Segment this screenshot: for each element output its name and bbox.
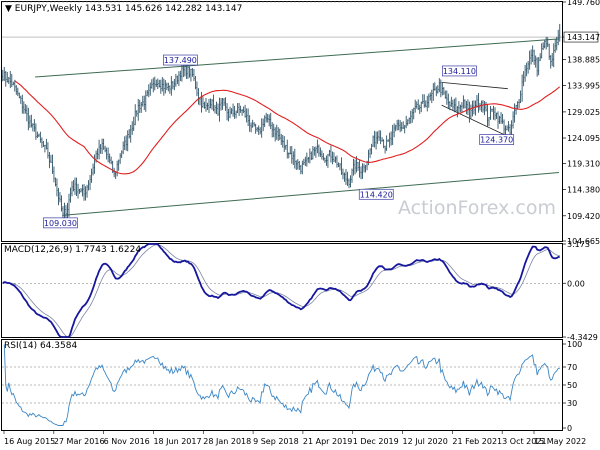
level-label: 134.110: [443, 67, 476, 76]
x-tick-label: 6 Nov 2016: [104, 437, 150, 446]
triangle-upper-line: [441, 81, 508, 90]
rsi-line: [3, 344, 560, 426]
macd-y-tick-label: 3.173: [567, 240, 590, 249]
level-label-box: [358, 188, 394, 200]
channel-upper-line: [35, 38, 560, 78]
price-pane-title: ▼ EURJPY,Weekly 143.531 145.626 142.282 …: [5, 4, 243, 14]
macd-y-tick-label: -4.3429: [567, 333, 598, 342]
rsi-y-tick-label: 50: [567, 381, 577, 390]
x-tick-label: 3 Oct 2021: [502, 437, 546, 446]
x-tick-label: 16 Aug 2015: [4, 437, 55, 446]
price-y-tick-label: 109.420: [567, 212, 600, 221]
triangle-lower-line: [441, 104, 508, 137]
macd-pane-frame: [1, 243, 563, 338]
collapse-triangle-icon[interactable]: ▼: [5, 4, 12, 14]
level-label-box: [163, 54, 198, 66]
level-label: 114.420: [360, 190, 393, 199]
x-tick-label: 1 Dec 2019: [353, 437, 399, 446]
watermark: ActionForex.com: [398, 197, 556, 219]
sma-line: [14, 80, 561, 175]
x-tick-label: 21 Feb 2021: [452, 437, 502, 446]
price-y-tick-label: 149.760: [567, 0, 600, 7]
rsi-y-tick-label: 30: [567, 399, 577, 408]
macd-signal-line: [2, 244, 560, 338]
level-label: 109.030: [44, 219, 77, 228]
price-y-tick-label: 138.885: [567, 56, 600, 65]
channel-lower-line: [62, 171, 560, 216]
x-tick-label: 21 Apr 2019: [303, 437, 352, 446]
rsi-y-tick-label: 70: [567, 363, 577, 372]
price-y-tick-label: 124.095: [567, 134, 600, 143]
price-y-tick-label: 133.995: [567, 82, 600, 91]
price-y-tick-label: 129.025: [567, 108, 600, 117]
macd-y-tick-label: 0.00: [567, 279, 585, 288]
price-y-tick-label: 143.147: [567, 33, 600, 42]
price-y-tick-label: 114.380: [567, 186, 600, 195]
x-tick-label: 27 Mar 2016: [54, 437, 105, 446]
x-tick-label: 12 Jul 2020: [403, 437, 448, 446]
rsi-y-tick-label: 100: [567, 340, 582, 349]
x-tick-label: 28 Jan 2018: [203, 437, 251, 446]
macd-line: [2, 243, 560, 338]
price-y-tick-label: 104.665: [567, 237, 600, 246]
x-tick-label: 15 May 2022: [534, 437, 586, 446]
rsi-y-tick-label: 0: [567, 424, 572, 433]
level-label-box: [442, 65, 477, 77]
price-y-tick-label: 119.310: [567, 159, 600, 168]
level-label-box: [43, 217, 78, 229]
level-label: 137.490: [164, 56, 197, 65]
macd-pane-title: MACD(12,26,9) 1.7743 1.6224: [4, 245, 142, 255]
level-label: 124.370: [480, 136, 513, 145]
rsi-pane-title: RSI(14) 64.3584: [4, 341, 78, 351]
x-tick-label: 18 Jun 2017: [153, 437, 201, 446]
x-tick-label: 9 Sep 2018: [253, 437, 299, 446]
level-label-box: [479, 134, 515, 145]
last-price-box: [563, 31, 599, 43]
